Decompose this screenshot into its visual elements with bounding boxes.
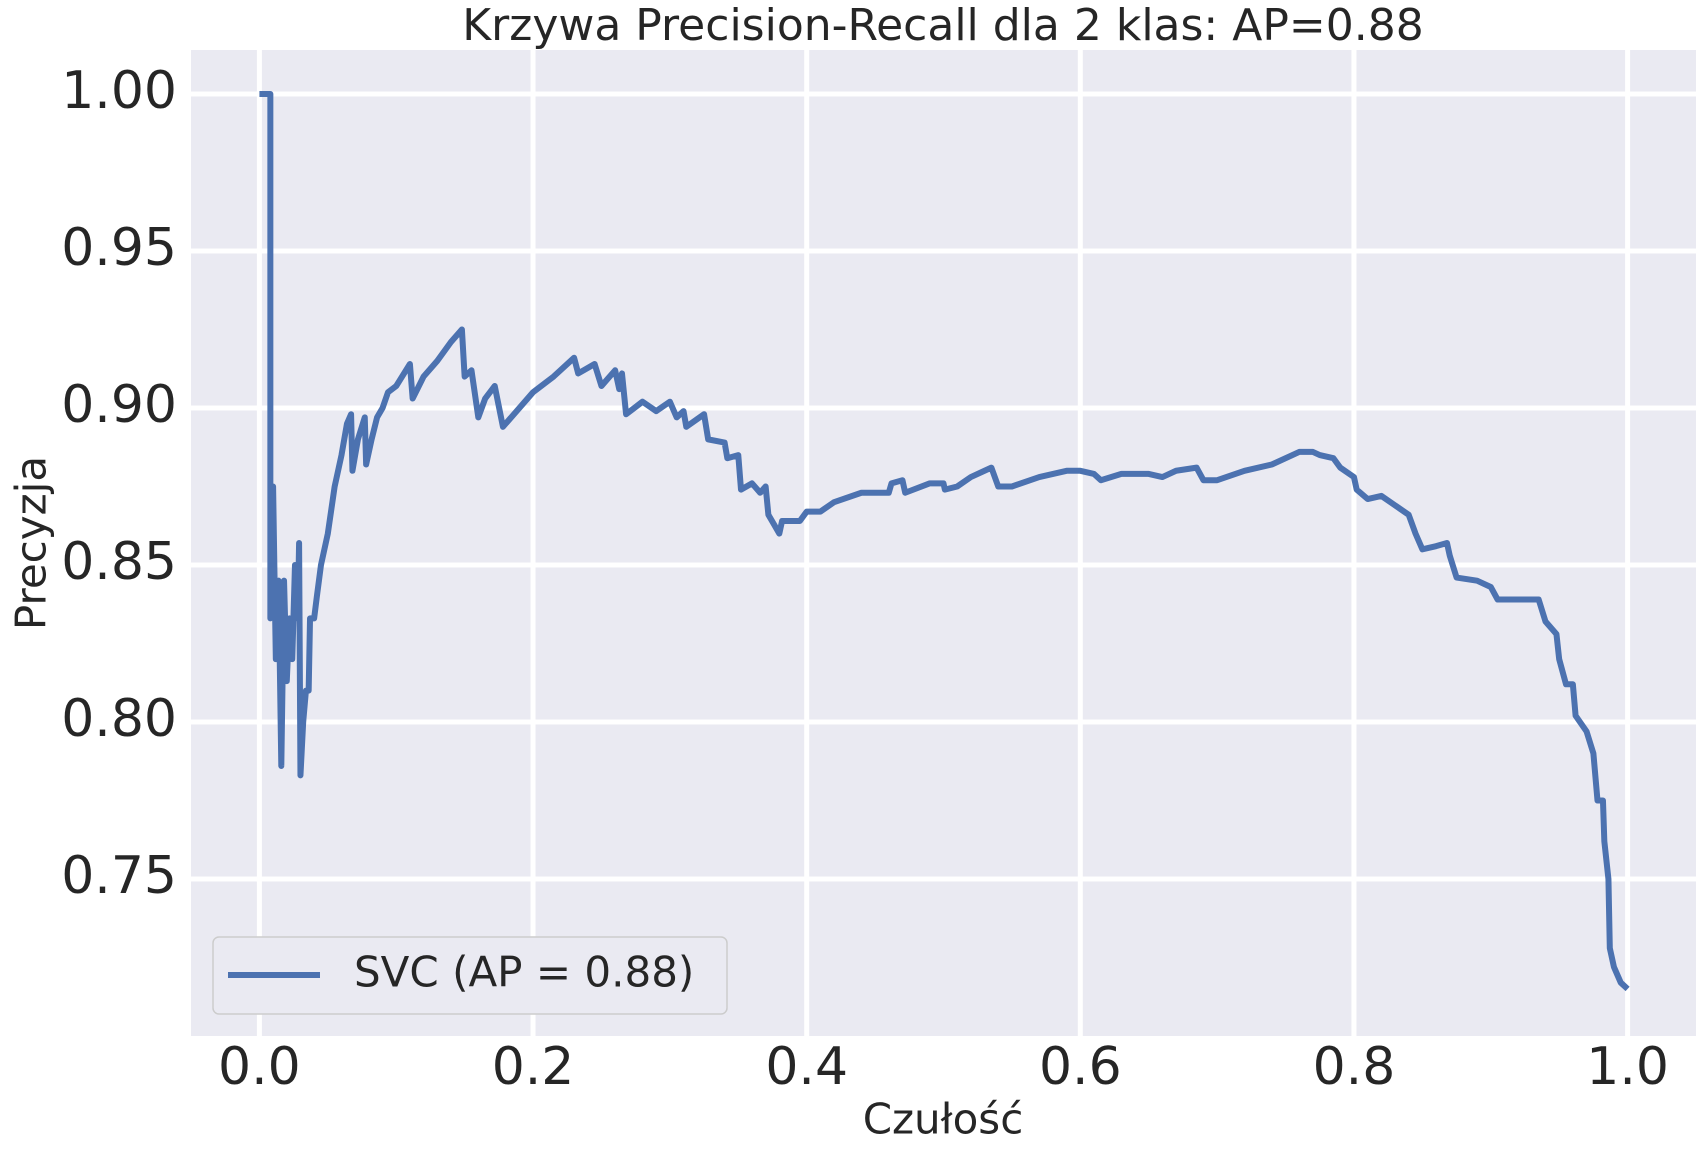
data-line	[259, 90, 1630, 992]
y-tick-label: 0.95	[61, 218, 177, 278]
x-tick-label: 0.0	[218, 1037, 301, 1097]
y-tick-label: 0.75	[61, 846, 177, 906]
y-tick-label: 0.85	[61, 532, 177, 592]
y-tick-label: 0.80	[61, 689, 177, 749]
x-axis-label: Czułość	[863, 1095, 1024, 1144]
y-tick-label: 1.00	[61, 61, 177, 121]
y-axis-label: Precyzja	[7, 456, 56, 630]
x-tick-label: 0.4	[765, 1037, 848, 1097]
x-tick-label: 0.6	[1039, 1037, 1122, 1097]
plot-area	[191, 50, 1696, 1036]
x-tick-label: 1.0	[1586, 1037, 1669, 1097]
legend-box	[212, 936, 728, 1015]
legend: SVC (AP = 0.88)	[212, 936, 728, 1015]
y-tick-label: 0.90	[61, 375, 177, 435]
x-tick-label: 0.8	[1313, 1037, 1396, 1097]
legend-label: SVC (AP = 0.88)	[354, 948, 694, 997]
chart-title: Krzywa Precision-Recall dla 2 klas: AP=0…	[462, 0, 1423, 51]
x-tick-label: 0.2	[492, 1037, 575, 1097]
